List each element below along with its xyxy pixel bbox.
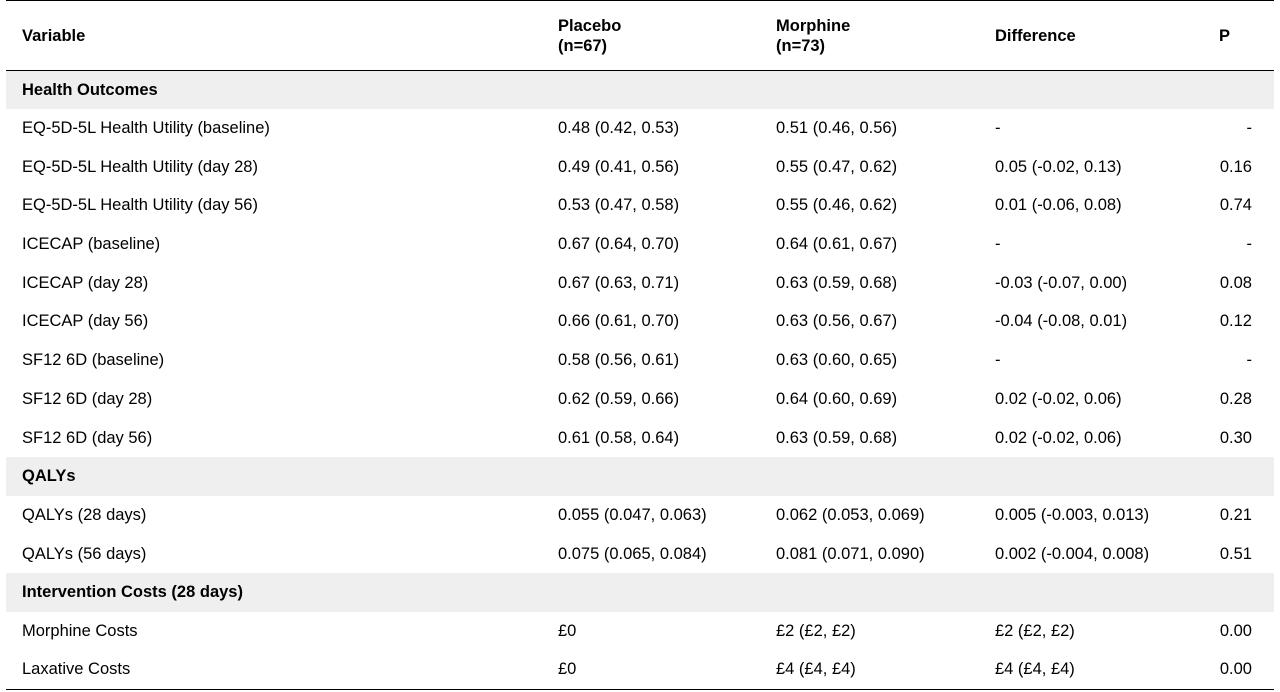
cell-difference: 0.02 (-0.02, 0.06) (995, 389, 1122, 408)
table-row: QALYs (56 days) 0.075 (0.065, 0.084) 0.081… (6, 535, 1274, 574)
header-difference: Difference (979, 0, 1203, 71)
cell-difference: -0.04 (-0.08, 0.01) (995, 312, 1128, 331)
cell-morphine: 0.081 (0.071, 0.090) (776, 544, 925, 563)
table-body: Health Outcomes EQ-5D-5L Health Utility (… (6, 70, 1274, 690)
cell-placebo: 0.67 (0.63, 0.71) (558, 273, 680, 292)
cell-variable: SF12 6D (day 56) (22, 428, 153, 447)
cell-placebo: 0.48 (0.42, 0.53) (558, 119, 680, 138)
cell-p: 0.08 (1219, 273, 1252, 292)
header-morphine-label: Morphine (776, 16, 851, 35)
table-row: ICECAP (baseline) 0.67 (0.64, 0.70) 0.64 (… (6, 225, 1274, 264)
cell-placebo: 0.53 (0.47, 0.58) (558, 196, 680, 215)
cell-morphine: 0.63 (0.59, 0.68) (776, 428, 898, 447)
cell-p: 0.00 (1219, 621, 1252, 640)
cell-variable: Morphine Costs (22, 621, 138, 640)
cell-morphine: 0.55 (0.47, 0.62) (776, 157, 898, 176)
section-header-row: QALYs (6, 457, 1274, 497)
cell-difference: -0.03 (-0.07, 0.00) (995, 273, 1128, 292)
cell-p: 0.28 (1219, 389, 1252, 408)
cell-placebo: 0.075 (0.065, 0.084) (558, 544, 707, 563)
cell-placebo: 0.58 (0.56, 0.61) (558, 351, 680, 370)
section-title: Health Outcomes (6, 70, 1274, 110)
cell-morphine: 0.64 (0.61, 0.67) (776, 235, 898, 254)
cell-placebo: 0.66 (0.61, 0.70) (558, 312, 680, 331)
header-placebo-label: Placebo (558, 16, 622, 35)
table-row: SF12 6D (day 56) 0.61 (0.58, 0.64) 0.63 (0… (6, 419, 1274, 458)
cell-p: 0.16 (1219, 157, 1252, 176)
cell-difference: 0.002 (-0.004, 0.008) (995, 544, 1150, 563)
cell-p: - (1246, 235, 1253, 254)
cell-variable: Laxative Costs (6, 650, 542, 690)
cell-placebo: £0 (542, 650, 760, 690)
cell-variable: QALYs (28 days) (22, 505, 147, 524)
cell-morphine: 0.55 (0.46, 0.62) (776, 196, 898, 215)
header-morphine-n: (n=73) (776, 36, 826, 55)
cell-placebo: 0.49 (0.41, 0.56) (558, 157, 680, 176)
cell-p: 0.12 (1219, 312, 1252, 331)
cell-placebo: 0.61 (0.58, 0.64) (558, 428, 680, 447)
cell-placebo: 0.62 (0.59, 0.66) (558, 389, 680, 408)
cell-variable: EQ-5D-5L Health Utility (day 28) (22, 157, 258, 176)
cell-morphine: 0.63 (0.56, 0.67) (776, 312, 898, 331)
cell-variable: SF12 6D (baseline) (22, 351, 165, 370)
section-title: QALYs (6, 457, 1274, 497)
cell-p: - (1246, 351, 1253, 370)
section-header-row: Health Outcomes (6, 70, 1274, 110)
cell-p: - (1246, 119, 1253, 138)
table-header-row: Variable Placebo (n=67) Morphine (n=73) … (6, 0, 1274, 71)
cell-p: 0.21 (1219, 505, 1252, 524)
table-row: Morphine Costs £0 £2 (£2, £2) £2 (£2, £2) 0.… (6, 612, 1274, 651)
table-row: ICECAP (day 56) 0.66 (0.61, 0.70) 0.63 (0.… (6, 303, 1274, 342)
cell-p: 0.74 (1219, 196, 1252, 215)
cell-placebo: 0.055 (0.047, 0.063) (558, 505, 707, 524)
header-variable: Variable (6, 0, 542, 71)
cell-p: 0.30 (1219, 428, 1252, 447)
cell-difference: 0.01 (-0.06, 0.08) (995, 196, 1122, 215)
cell-p: 0.51 (1219, 544, 1252, 563)
section-header-row: Intervention Costs (28 days) (6, 573, 1274, 613)
header-placebo-n: (n=67) (558, 36, 608, 55)
cell-difference: £4 (£4, £4) (979, 650, 1203, 690)
table-row: EQ-5D-5L Health Utility (baseline) 0.48 (… (6, 109, 1274, 148)
cell-placebo: £0 (558, 621, 577, 640)
cell-difference: £2 (£2, £2) (995, 621, 1075, 640)
table-row: ICECAP (day 28) 0.67 (0.63, 0.71) 0.63 (0.… (6, 264, 1274, 303)
table-row: EQ-5D-5L Health Utility (day 28) 0.49 (0.… (6, 148, 1274, 187)
cell-difference: 0.02 (-0.02, 0.06) (995, 428, 1122, 447)
cell-variable: QALYs (56 days) (22, 544, 147, 563)
cell-difference: - (995, 351, 1001, 370)
cell-difference: - (995, 235, 1001, 254)
cell-difference: 0.005 (-0.003, 0.013) (995, 505, 1150, 524)
results-table-container: Variable Placebo (n=67) Morphine (n=73) … (6, 0, 1274, 690)
cell-difference: 0.05 (-0.02, 0.13) (995, 157, 1122, 176)
cell-variable: EQ-5D-5L Health Utility (baseline) (22, 119, 270, 138)
cell-difference: - (995, 119, 1001, 138)
table-row: Laxative Costs £0 £4 (£4, £4) £4 (£4, £4) 0.… (6, 650, 1274, 690)
cell-morphine: £2 (£2, £2) (776, 621, 856, 640)
cell-variable: ICECAP (day 56) (22, 312, 149, 331)
table-row: EQ-5D-5L Health Utility (day 56) 0.53 (0.… (6, 187, 1274, 226)
table-row: SF12 6D (baseline) 0.58 (0.56, 0.61) 0.63 … (6, 341, 1274, 380)
cell-morphine: 0.062 (0.053, 0.069) (776, 505, 925, 524)
header-p: P (1203, 0, 1274, 71)
results-table: Variable Placebo (n=67) Morphine (n=73) … (6, 0, 1274, 690)
cell-variable: SF12 6D (day 28) (22, 389, 153, 408)
cell-morphine: 0.51 (0.46, 0.56) (776, 119, 898, 138)
cell-variable: EQ-5D-5L Health Utility (day 56) (22, 196, 258, 215)
cell-morphine: 0.64 (0.60, 0.69) (776, 389, 898, 408)
cell-morphine: 0.63 (0.60, 0.65) (776, 351, 898, 370)
table-row: SF12 6D (day 28) 0.62 (0.59, 0.66) 0.64 (0… (6, 380, 1274, 419)
cell-placebo: 0.67 (0.64, 0.70) (558, 235, 680, 254)
table-row: QALYs (28 days) 0.055 (0.047, 0.063) 0.062… (6, 496, 1274, 535)
cell-variable: ICECAP (baseline) (22, 235, 161, 254)
cell-morphine: £4 (£4, £4) (760, 650, 979, 690)
cell-morphine: 0.63 (0.59, 0.68) (776, 273, 898, 292)
cell-p: 0.00 (1203, 650, 1274, 690)
header-placebo: Placebo (n=67) (542, 0, 760, 71)
section-title: Intervention Costs (28 days) (6, 573, 1274, 613)
header-morphine: Morphine (n=73) (760, 0, 979, 71)
cell-variable: ICECAP (day 28) (22, 273, 149, 292)
